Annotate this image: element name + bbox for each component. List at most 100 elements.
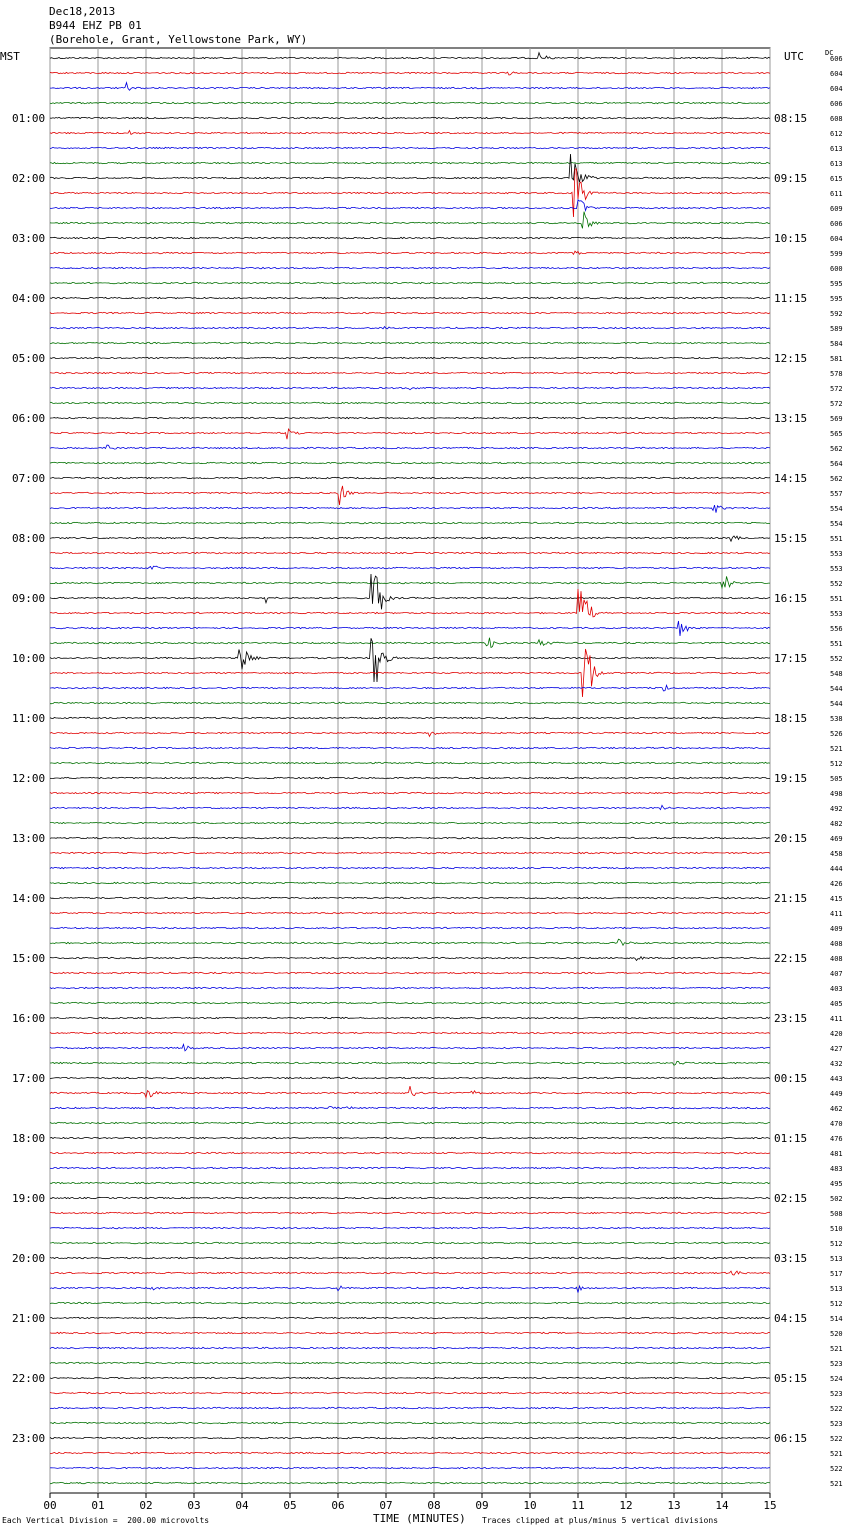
plot-frame xyxy=(49,47,771,1494)
dc-offset-value: 544 xyxy=(830,700,843,708)
dc-offset-value: 554 xyxy=(830,505,843,513)
dc-offset-value: 458 xyxy=(830,850,843,858)
dc-offset-value: 521 xyxy=(830,745,843,753)
hour-label-left: 12:00 xyxy=(12,772,45,785)
dc-offset-value: 408 xyxy=(830,955,843,963)
trace-82 xyxy=(49,1284,771,1293)
dc-offset-value: 449 xyxy=(830,1090,843,1098)
trace-1 xyxy=(49,71,771,76)
dc-offset-value: 432 xyxy=(830,1060,843,1068)
trace-24 xyxy=(49,416,771,420)
dc-offset-value: 599 xyxy=(830,250,843,258)
dc-offset-value: 520 xyxy=(830,1330,843,1338)
trace-32 xyxy=(49,535,771,543)
trace-59 xyxy=(49,938,771,947)
trace-15 xyxy=(49,281,771,285)
x-tick-label: 05 xyxy=(283,1499,296,1512)
x-tick-label: 11 xyxy=(571,1499,584,1512)
x-tick-label: 06 xyxy=(331,1499,344,1512)
hour-label-left: 07:00 xyxy=(12,472,45,485)
dc-offset-value: 554 xyxy=(830,520,843,528)
dc-offset-value: 498 xyxy=(830,790,843,798)
hour-label-left: 06:00 xyxy=(12,412,45,425)
dc-offset-value: 407 xyxy=(830,970,843,978)
dc-offset-label: DC xyxy=(825,49,834,57)
hour-label-right: 00:15 xyxy=(774,1072,807,1085)
dc-offset-value: 427 xyxy=(830,1045,843,1053)
trace-47 xyxy=(49,761,771,765)
trace-73 xyxy=(49,1151,771,1155)
hour-label-left: 20:00 xyxy=(12,1252,45,1265)
dc-offset-value: 510 xyxy=(830,1225,843,1233)
hour-label-left: 19:00 xyxy=(12,1192,45,1205)
trace-39 xyxy=(49,637,771,649)
hour-label-right: 09:15 xyxy=(774,172,807,185)
hour-label-left: 04:00 xyxy=(12,292,45,305)
dc-offset-value: 420 xyxy=(830,1030,843,1038)
hour-label-left: 22:00 xyxy=(12,1372,45,1385)
hour-label-right: 06:15 xyxy=(774,1432,807,1445)
hour-label-left: 03:00 xyxy=(12,232,45,245)
trace-3 xyxy=(49,101,771,105)
dc-offset-value: 578 xyxy=(830,370,843,378)
hour-label-right: 03:15 xyxy=(774,1252,807,1265)
trace-42 xyxy=(49,684,771,692)
hour-label-left: 09:00 xyxy=(12,592,45,605)
trace-58 xyxy=(49,926,771,930)
trace-91 xyxy=(49,1421,771,1425)
trace-18 xyxy=(49,325,771,330)
dc-offset-value: 611 xyxy=(830,190,843,198)
trace-27 xyxy=(49,461,771,465)
dc-offset-value: 557 xyxy=(830,490,843,498)
trace-90 xyxy=(49,1406,771,1410)
trace-56 xyxy=(49,896,771,900)
trace-67 xyxy=(50,1060,771,1066)
hour-label-left: 01:00 xyxy=(12,112,45,125)
x-tick-label: 14 xyxy=(715,1499,729,1512)
trace-21 xyxy=(49,371,771,375)
dc-offset-value: 492 xyxy=(830,805,843,813)
trace-13 xyxy=(49,250,771,256)
trace-69 xyxy=(49,1086,771,1100)
dc-offset-value: 572 xyxy=(830,385,843,393)
trace-77 xyxy=(49,1211,771,1215)
hour-label-right: 15:15 xyxy=(774,532,807,545)
dc-offset-value: 615 xyxy=(830,175,843,183)
x-tick-label: 10 xyxy=(523,1499,536,1512)
trace-19 xyxy=(49,341,771,345)
trace-88 xyxy=(49,1376,771,1380)
dc-offset-value: 606 xyxy=(830,55,843,63)
trace-22 xyxy=(49,386,771,391)
dc-offset-value: 508 xyxy=(830,1210,843,1218)
hour-label-right: 05:15 xyxy=(774,1372,807,1385)
dc-offset-value: 551 xyxy=(830,640,843,648)
dc-offset-value: 522 xyxy=(830,1465,843,1473)
trace-46 xyxy=(49,746,771,750)
hour-label-left: 13:00 xyxy=(12,832,45,845)
trace-50 xyxy=(49,804,771,811)
trace-36 xyxy=(49,573,771,610)
hour-label-right: 04:15 xyxy=(774,1312,807,1325)
hour-label-right: 18:15 xyxy=(774,712,807,725)
trace-71 xyxy=(49,1121,770,1125)
hour-label-left: 18:00 xyxy=(12,1132,45,1145)
trace-64 xyxy=(49,1016,771,1020)
hour-label-right: 16:15 xyxy=(774,592,807,605)
trace-74 xyxy=(49,1166,771,1170)
trace-30 xyxy=(49,504,771,513)
trace-29 xyxy=(49,485,771,505)
dc-offset-value: 405 xyxy=(830,1000,843,1008)
trace-57 xyxy=(49,911,771,915)
trace-76 xyxy=(49,1196,771,1200)
trace-75 xyxy=(49,1181,771,1185)
trace-53 xyxy=(50,851,771,855)
trace-8 xyxy=(49,153,771,183)
x-tick-label: 02 xyxy=(139,1499,152,1512)
dc-offset-value: 524 xyxy=(830,1375,843,1383)
dc-offset-value: 569 xyxy=(830,415,843,423)
dc-offset-value: 411 xyxy=(830,1015,843,1023)
dc-offset-value: 553 xyxy=(830,550,843,558)
x-tick-label: 15 xyxy=(763,1499,776,1512)
trace-51 xyxy=(50,821,770,825)
trace-80 xyxy=(49,1256,771,1260)
